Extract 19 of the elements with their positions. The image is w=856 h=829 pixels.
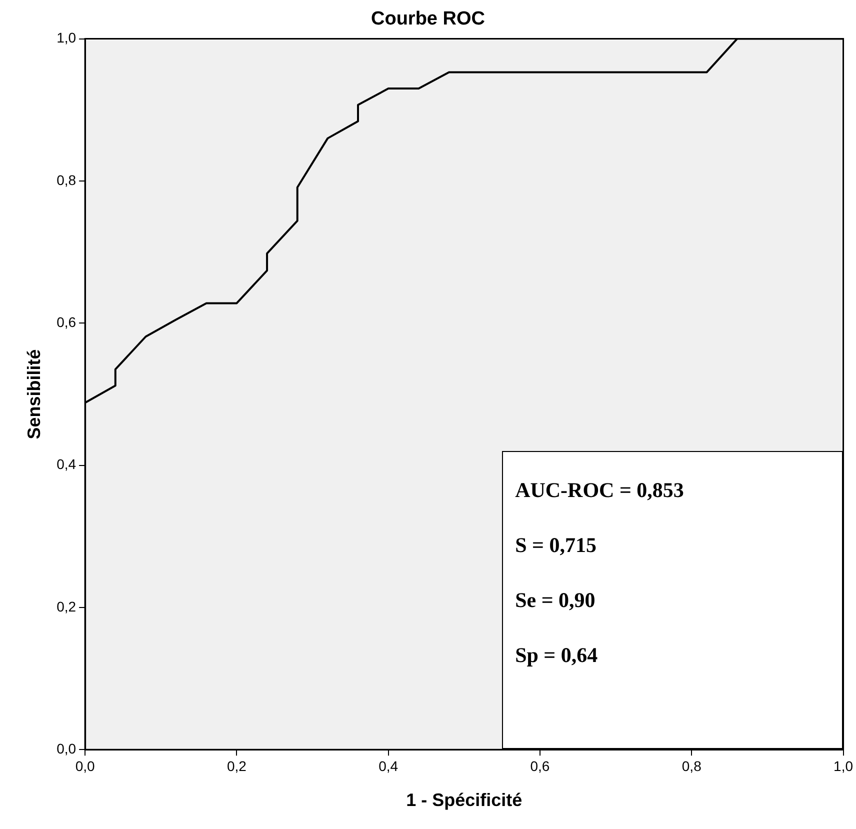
y-tick-label: 0,2 [56,598,76,614]
y-tick-label: 0,6 [56,314,76,330]
chart-title: Courbe ROC [371,8,486,30]
annotation: Se = 0,90 [515,588,596,614]
y-tick-label: 0,4 [56,456,76,472]
x-tick-label: 0,2 [226,758,247,774]
x-tick-label: 1,0 [834,758,854,774]
annotation: AUC-ROC = 0,853 [515,478,685,504]
y-axis-title: Sensibilité [24,349,44,440]
y-tick-label: 1,0 [56,30,76,46]
x-axis-title: 1 - Spécificité [406,790,522,810]
x-tick-label: 0,4 [378,758,398,774]
x-tick-label: 0,0 [75,758,96,774]
annotation: S = 0,715 [515,533,598,558]
x-tick-label: 0,6 [530,758,550,774]
annotation: Sp = 0,64 [515,643,599,668]
y-tick-label: 0,0 [56,740,76,756]
x-tick-label: 0,8 [682,758,702,774]
y-tick-label: 0,8 [56,172,76,188]
